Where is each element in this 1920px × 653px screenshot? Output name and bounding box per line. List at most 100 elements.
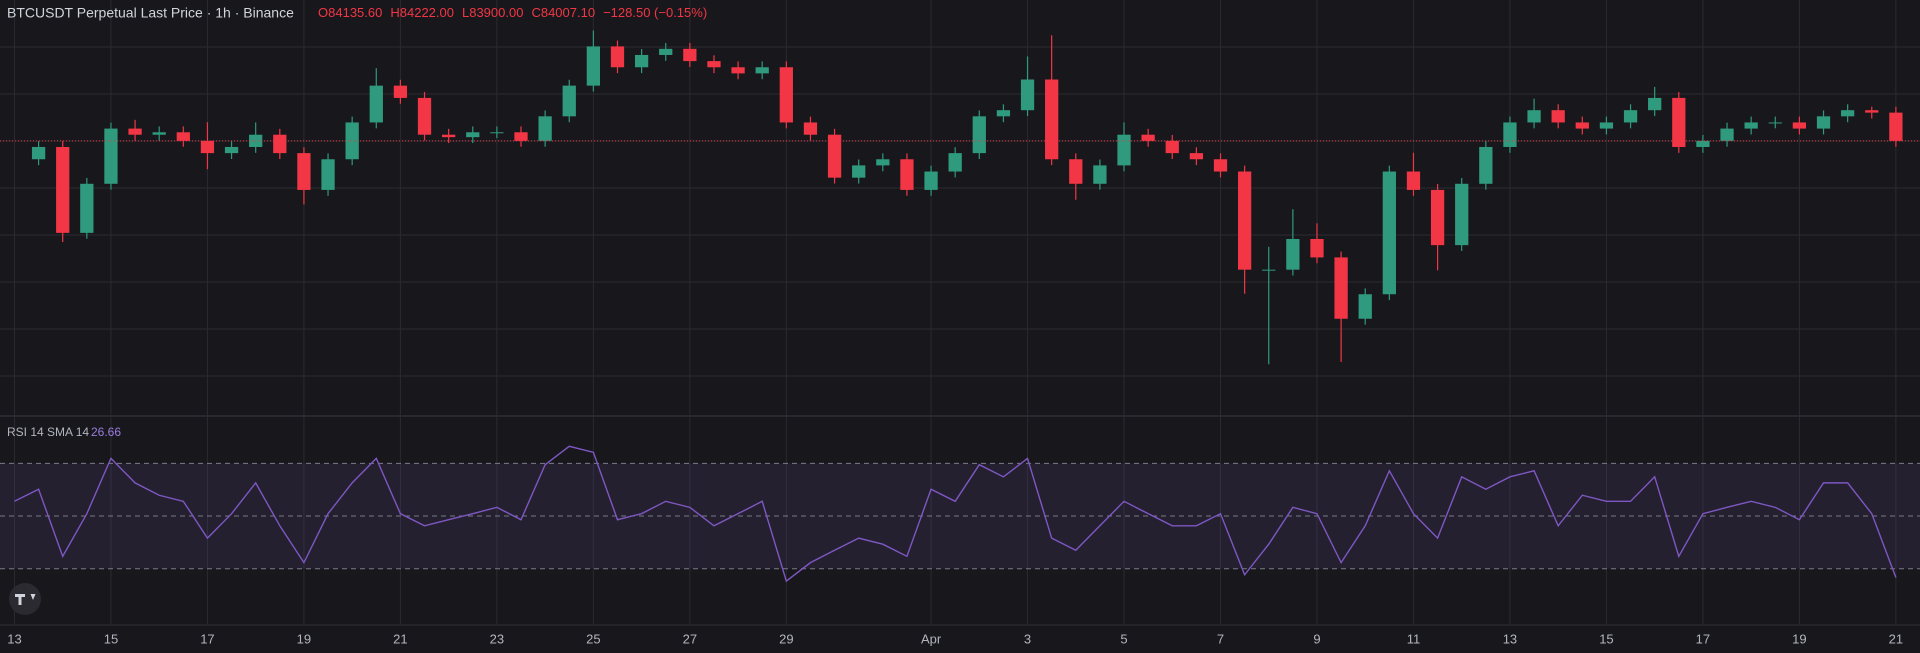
x-tick-label: 17	[1696, 631, 1710, 646]
candle-body	[466, 132, 480, 138]
candle-body	[1382, 171, 1396, 295]
x-tick-label: 13	[7, 631, 21, 646]
candle-body	[755, 67, 769, 74]
candle-body	[393, 85, 408, 98]
candle-body	[1479, 146, 1493, 184]
x-tick-label: 3	[1024, 631, 1031, 646]
candle-body	[297, 153, 311, 190]
candle-body	[852, 165, 866, 178]
candle-body	[442, 134, 456, 138]
x-tick-label: Apr	[921, 631, 942, 646]
candle-body	[417, 97, 432, 135]
ohlc-legend: O84135.60 H84222.00 L83900.00 C84007.10 −128…	[318, 5, 707, 20]
candle-body	[1551, 110, 1565, 123]
candle-body	[1696, 140, 1710, 147]
candle-body	[1165, 140, 1179, 154]
candle-body	[1069, 159, 1083, 184]
candle-body	[1020, 79, 1035, 111]
candle-body	[1117, 134, 1131, 166]
candle-body	[80, 183, 94, 233]
candle-body	[1720, 128, 1734, 141]
candle-body	[1865, 110, 1879, 113]
ohlc-label: L	[462, 5, 469, 20]
ohlc-value: 83900.00	[469, 5, 523, 20]
candle-body	[1841, 110, 1855, 117]
candle-body	[369, 85, 383, 123]
candle-body	[490, 132, 504, 134]
candle-body	[707, 61, 721, 68]
candle-body	[900, 159, 914, 190]
candle-body	[924, 171, 938, 190]
candle-body	[1406, 171, 1421, 190]
candle-body	[1334, 257, 1348, 319]
candle-body	[972, 116, 986, 154]
candle-body	[1623, 110, 1638, 123]
candle-body	[1358, 294, 1372, 319]
candle-body	[1527, 110, 1541, 123]
x-tick-label: 27	[683, 631, 697, 646]
candle-body	[345, 122, 359, 160]
x-tick-label: 13	[1503, 631, 1517, 646]
candle-body	[224, 146, 239, 154]
candle-body	[1237, 171, 1252, 270]
candle-body	[1648, 97, 1662, 111]
ohlc-label: O	[318, 5, 328, 20]
candle-body	[996, 110, 1011, 117]
candle-body	[659, 48, 673, 55]
candle-body	[683, 48, 697, 62]
x-tick-label: 21	[393, 631, 407, 646]
candle-body	[128, 128, 142, 135]
rsi-title: RSI 14 SMA 14	[7, 425, 89, 439]
ohlc-label: H	[390, 5, 399, 20]
logo-circle	[9, 583, 41, 615]
x-tick-label: 11	[1407, 631, 1421, 646]
candle-body	[1430, 189, 1445, 246]
candle-body	[1189, 153, 1204, 160]
x-tick-label: 7	[1217, 631, 1224, 646]
symbol-title: BTCUSDT Perpetual Last Price · 1h · Bina…	[7, 5, 294, 21]
candle-body	[104, 128, 118, 184]
x-tick-label: 23	[490, 631, 504, 646]
candle-body	[827, 134, 842, 178]
candle-body	[1045, 79, 1059, 160]
ohlc-value: 84222.00	[400, 5, 454, 20]
candle-body	[1286, 239, 1300, 270]
candle-body	[1599, 122, 1614, 129]
candle-body	[1455, 183, 1469, 246]
candle-body	[634, 54, 649, 68]
logo-mark	[15, 594, 36, 605]
candle-body	[1889, 112, 1903, 141]
candle-body	[1310, 239, 1324, 258]
candle-body	[1141, 134, 1155, 141]
x-tick-label: 19	[1792, 631, 1806, 646]
candle-body	[586, 46, 600, 86]
x-tick-label: 9	[1313, 631, 1320, 646]
candle-body	[56, 146, 70, 233]
candle-body	[1792, 122, 1807, 129]
x-tick-label: 29	[779, 631, 793, 646]
x-tick-label: 5	[1120, 631, 1127, 646]
candle-body	[1768, 122, 1782, 124]
candle-body	[1575, 122, 1589, 129]
candle-body	[1093, 165, 1107, 184]
candle-body	[1262, 269, 1276, 271]
change-value: −128.50 (−0.15%)	[603, 5, 707, 20]
candle-body	[1672, 97, 1686, 147]
candle-body	[176, 132, 190, 141]
logo	[9, 583, 41, 615]
ohlc-value: 84007.10	[541, 5, 595, 20]
x-tick-label: 19	[297, 631, 311, 646]
candle-body	[876, 159, 890, 166]
candle-body	[538, 116, 552, 141]
candle-body	[273, 134, 287, 154]
x-tick-label: 17	[200, 631, 214, 646]
x-tick-label: 15	[104, 631, 118, 646]
rsi-line	[14, 445, 1897, 583]
candle-body	[779, 67, 793, 123]
candle-body	[200, 140, 215, 154]
x-tick-label: 21	[1889, 631, 1903, 646]
candle-body	[803, 122, 818, 135]
candle-body	[514, 132, 528, 141]
